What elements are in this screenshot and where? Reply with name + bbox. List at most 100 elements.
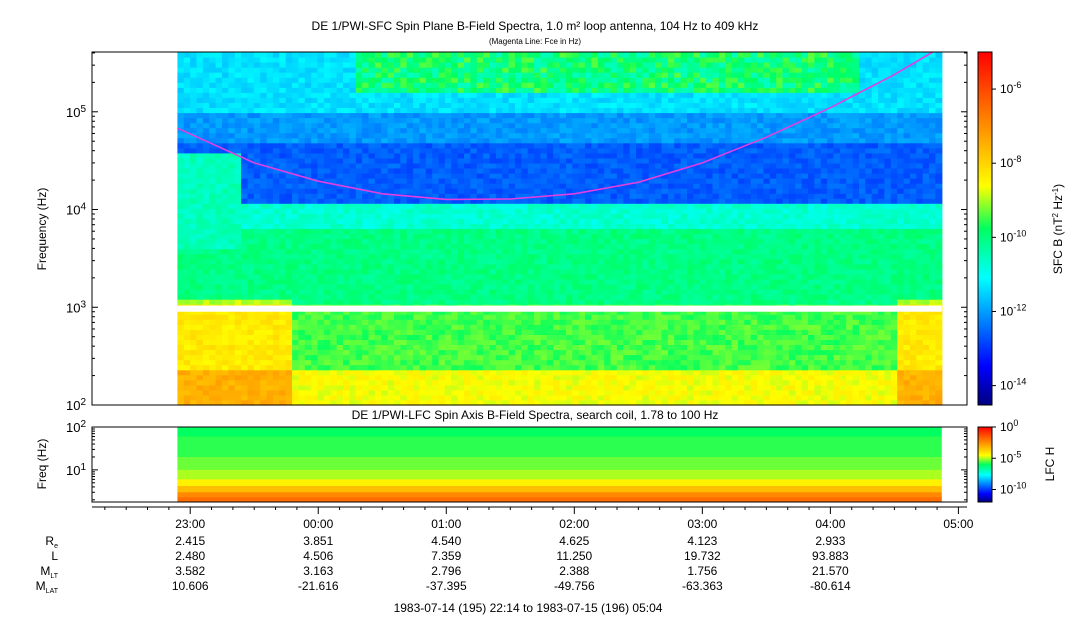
sfc-cell xyxy=(578,57,586,63)
sfc-cell xyxy=(279,344,287,351)
sfc-cell xyxy=(616,188,624,194)
sfc-cell xyxy=(508,193,516,199)
sfc-cell xyxy=(234,117,242,124)
sfc-cell xyxy=(190,263,198,270)
sfc-cell xyxy=(413,162,421,169)
sfc-cell xyxy=(489,117,497,124)
sfc-cell xyxy=(444,117,452,124)
sfc-cell xyxy=(464,314,471,320)
sfc-cell xyxy=(489,263,497,270)
sfc-cell xyxy=(400,137,408,144)
sfc-cell xyxy=(566,112,573,119)
sfc-cell xyxy=(183,258,191,265)
sfc-cell xyxy=(527,243,535,250)
sfc-cell xyxy=(330,97,338,103)
sfc-cell xyxy=(387,253,395,260)
sfc-cell xyxy=(413,67,421,73)
sfc-cell xyxy=(610,162,618,169)
sfc-cell xyxy=(381,112,389,119)
sfc-cell xyxy=(374,132,382,139)
sfc-cell xyxy=(253,389,261,396)
sfc-cell xyxy=(559,97,567,103)
sfc-cell xyxy=(476,364,484,371)
sfc-cell xyxy=(534,152,542,159)
sfc-cell xyxy=(425,289,433,295)
sfc-cell xyxy=(559,289,567,295)
sfc-cell xyxy=(425,188,433,194)
sfc-cell xyxy=(521,364,529,371)
sfc-cell xyxy=(247,203,255,209)
sfc-cell xyxy=(190,112,198,119)
sfc-cell xyxy=(495,228,503,235)
sfc-cell xyxy=(374,67,382,73)
sfc-cell xyxy=(215,127,223,134)
sfc-cell xyxy=(343,309,350,315)
sfc-cell xyxy=(349,389,357,396)
sfc-cell xyxy=(451,319,459,325)
sfc-cell xyxy=(444,208,452,214)
sfc-cell xyxy=(177,233,185,240)
sfc-cell xyxy=(610,142,618,149)
sfc-cell xyxy=(368,294,376,300)
sfc-cell xyxy=(266,374,274,381)
sfc-cell xyxy=(527,72,535,78)
sfc-cell xyxy=(451,284,459,290)
sfc-cell xyxy=(432,314,440,320)
sfc-cell xyxy=(540,168,548,174)
sfc-cell xyxy=(260,183,268,189)
sfc-cell xyxy=(355,97,363,103)
sfc-cell xyxy=(444,329,452,335)
sfc-cell xyxy=(559,193,567,199)
sfc-cell xyxy=(591,364,599,371)
sfc-cell xyxy=(470,218,478,224)
sfc-cell xyxy=(616,157,624,164)
sfc-cell xyxy=(413,394,421,401)
sfc-cell xyxy=(222,344,229,351)
sfc-cell xyxy=(546,379,554,386)
sfc-cell xyxy=(604,122,612,129)
sfc-cell xyxy=(177,62,185,68)
sfc-cell xyxy=(444,198,452,204)
sfc-cell xyxy=(406,137,414,144)
sfc-cell xyxy=(253,339,261,345)
sfc-cell xyxy=(279,213,287,219)
sfc-cell xyxy=(534,52,542,58)
sfc-cell xyxy=(228,379,236,386)
sfc-cell xyxy=(400,309,408,315)
sfc-cell xyxy=(374,147,382,154)
sfc-cell xyxy=(495,369,503,376)
sfc-cell xyxy=(425,324,433,330)
sfc-cell xyxy=(610,329,618,335)
sfc-cell xyxy=(349,309,357,315)
sfc-cell xyxy=(228,374,236,381)
sfc-cell xyxy=(438,319,446,325)
sfc-cell xyxy=(253,208,261,214)
sfc-cell xyxy=(368,92,376,98)
sfc-cell xyxy=(483,228,491,235)
sfc-cell xyxy=(215,122,223,129)
sfc-cell xyxy=(470,344,478,351)
sfc-cell xyxy=(610,97,618,103)
sfc-cell xyxy=(355,329,363,335)
sfc-cell xyxy=(209,273,217,280)
sfc-cell xyxy=(298,384,306,391)
sfc-cell xyxy=(610,193,618,199)
sfc-cell xyxy=(228,218,236,224)
sfc-cell xyxy=(241,72,249,78)
sfc-cell xyxy=(489,203,497,209)
sfc-cell xyxy=(177,102,185,108)
sfc-cell xyxy=(413,122,421,129)
sfc-cell xyxy=(610,52,618,58)
sfc-cell xyxy=(215,354,223,361)
sfc-cell xyxy=(616,394,624,401)
sfc-cell xyxy=(343,354,350,361)
sfc-cell xyxy=(362,193,370,199)
sfc-cell xyxy=(374,162,382,169)
sfc-cell xyxy=(470,157,478,164)
sfc-cell xyxy=(578,107,586,114)
sfc-cell xyxy=(495,132,503,139)
sfc-cell xyxy=(534,57,542,63)
sfc-cell xyxy=(228,72,236,78)
sfc-cell xyxy=(362,344,370,351)
sfc-cell xyxy=(566,374,573,381)
